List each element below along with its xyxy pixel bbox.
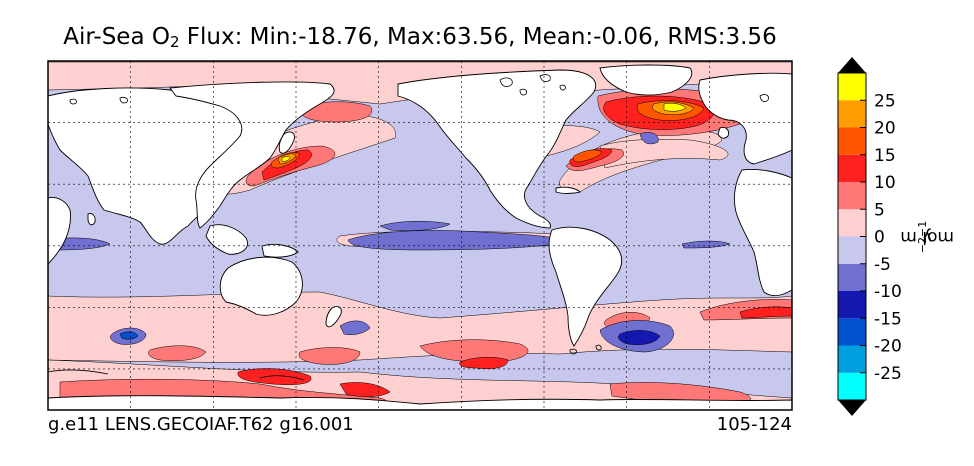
colorbar-tick-label: 5 [874,200,885,220]
land-masses [48,64,792,410]
colorbar-segment [838,73,866,101]
colorbar-extend-max [838,57,866,73]
years-label: 105-124 [716,414,792,435]
colorbar-segment [838,127,866,155]
land-maritime-se-asia [205,224,248,255]
flux-contours-yellow [281,102,687,162]
land-greenland [599,64,693,96]
colorbar-tick-label: -15 [874,309,902,329]
colorbar-extend-min [838,400,866,416]
land-africa [48,197,71,265]
colorbar-tick-label: -25 [874,364,902,384]
colorbar-tick-label: 15 [874,146,896,166]
map-frame [47,60,793,411]
colorbar-segment [838,236,866,264]
case-label: g.e11 LENS.GECOIAF.T62 g16.001 [48,414,354,435]
land-north-america [397,69,596,229]
land-madagascar [87,213,96,226]
colorbar-tick-label: -20 [874,337,902,357]
land-australia [219,256,303,316]
colorbar-unit-label: mol m −2 y −1 [900,220,954,254]
land-africa-east [733,169,792,297]
colorbar-segment [838,182,866,210]
colorbar-tick-label: -10 [874,282,902,302]
land-asia [169,81,335,229]
colorbar-segment [838,263,866,291]
land-south-america [548,226,623,347]
colorbar-tick-label: 10 [874,173,896,193]
colorbar-segment [838,209,866,237]
land-europe [698,72,792,165]
chart-title: Air-Sea O2 Flux: Min:-18.76, Max:63.56, … [63,24,777,51]
colorbar-segment [838,372,866,400]
land-antarctica [48,395,792,410]
map-grid [48,61,792,410]
colorbar-tick-label: 20 [874,119,896,139]
flux-contours-blue [48,132,731,353]
colorbar-segment [838,100,866,128]
land-caribbean [555,186,581,194]
colorbar-segment [838,318,866,346]
colorbar-segment [838,345,866,373]
land-british-isles [717,127,729,139]
colorbar-tick-label: 0 [874,228,885,248]
land-japan [278,131,295,154]
colorbar-tick-label: -5 [874,255,891,275]
colorbar-tick-label: 25 [874,91,896,111]
colorbar-segment [838,291,866,319]
coastline-details [48,74,769,381]
colorbar-segment [838,154,866,182]
